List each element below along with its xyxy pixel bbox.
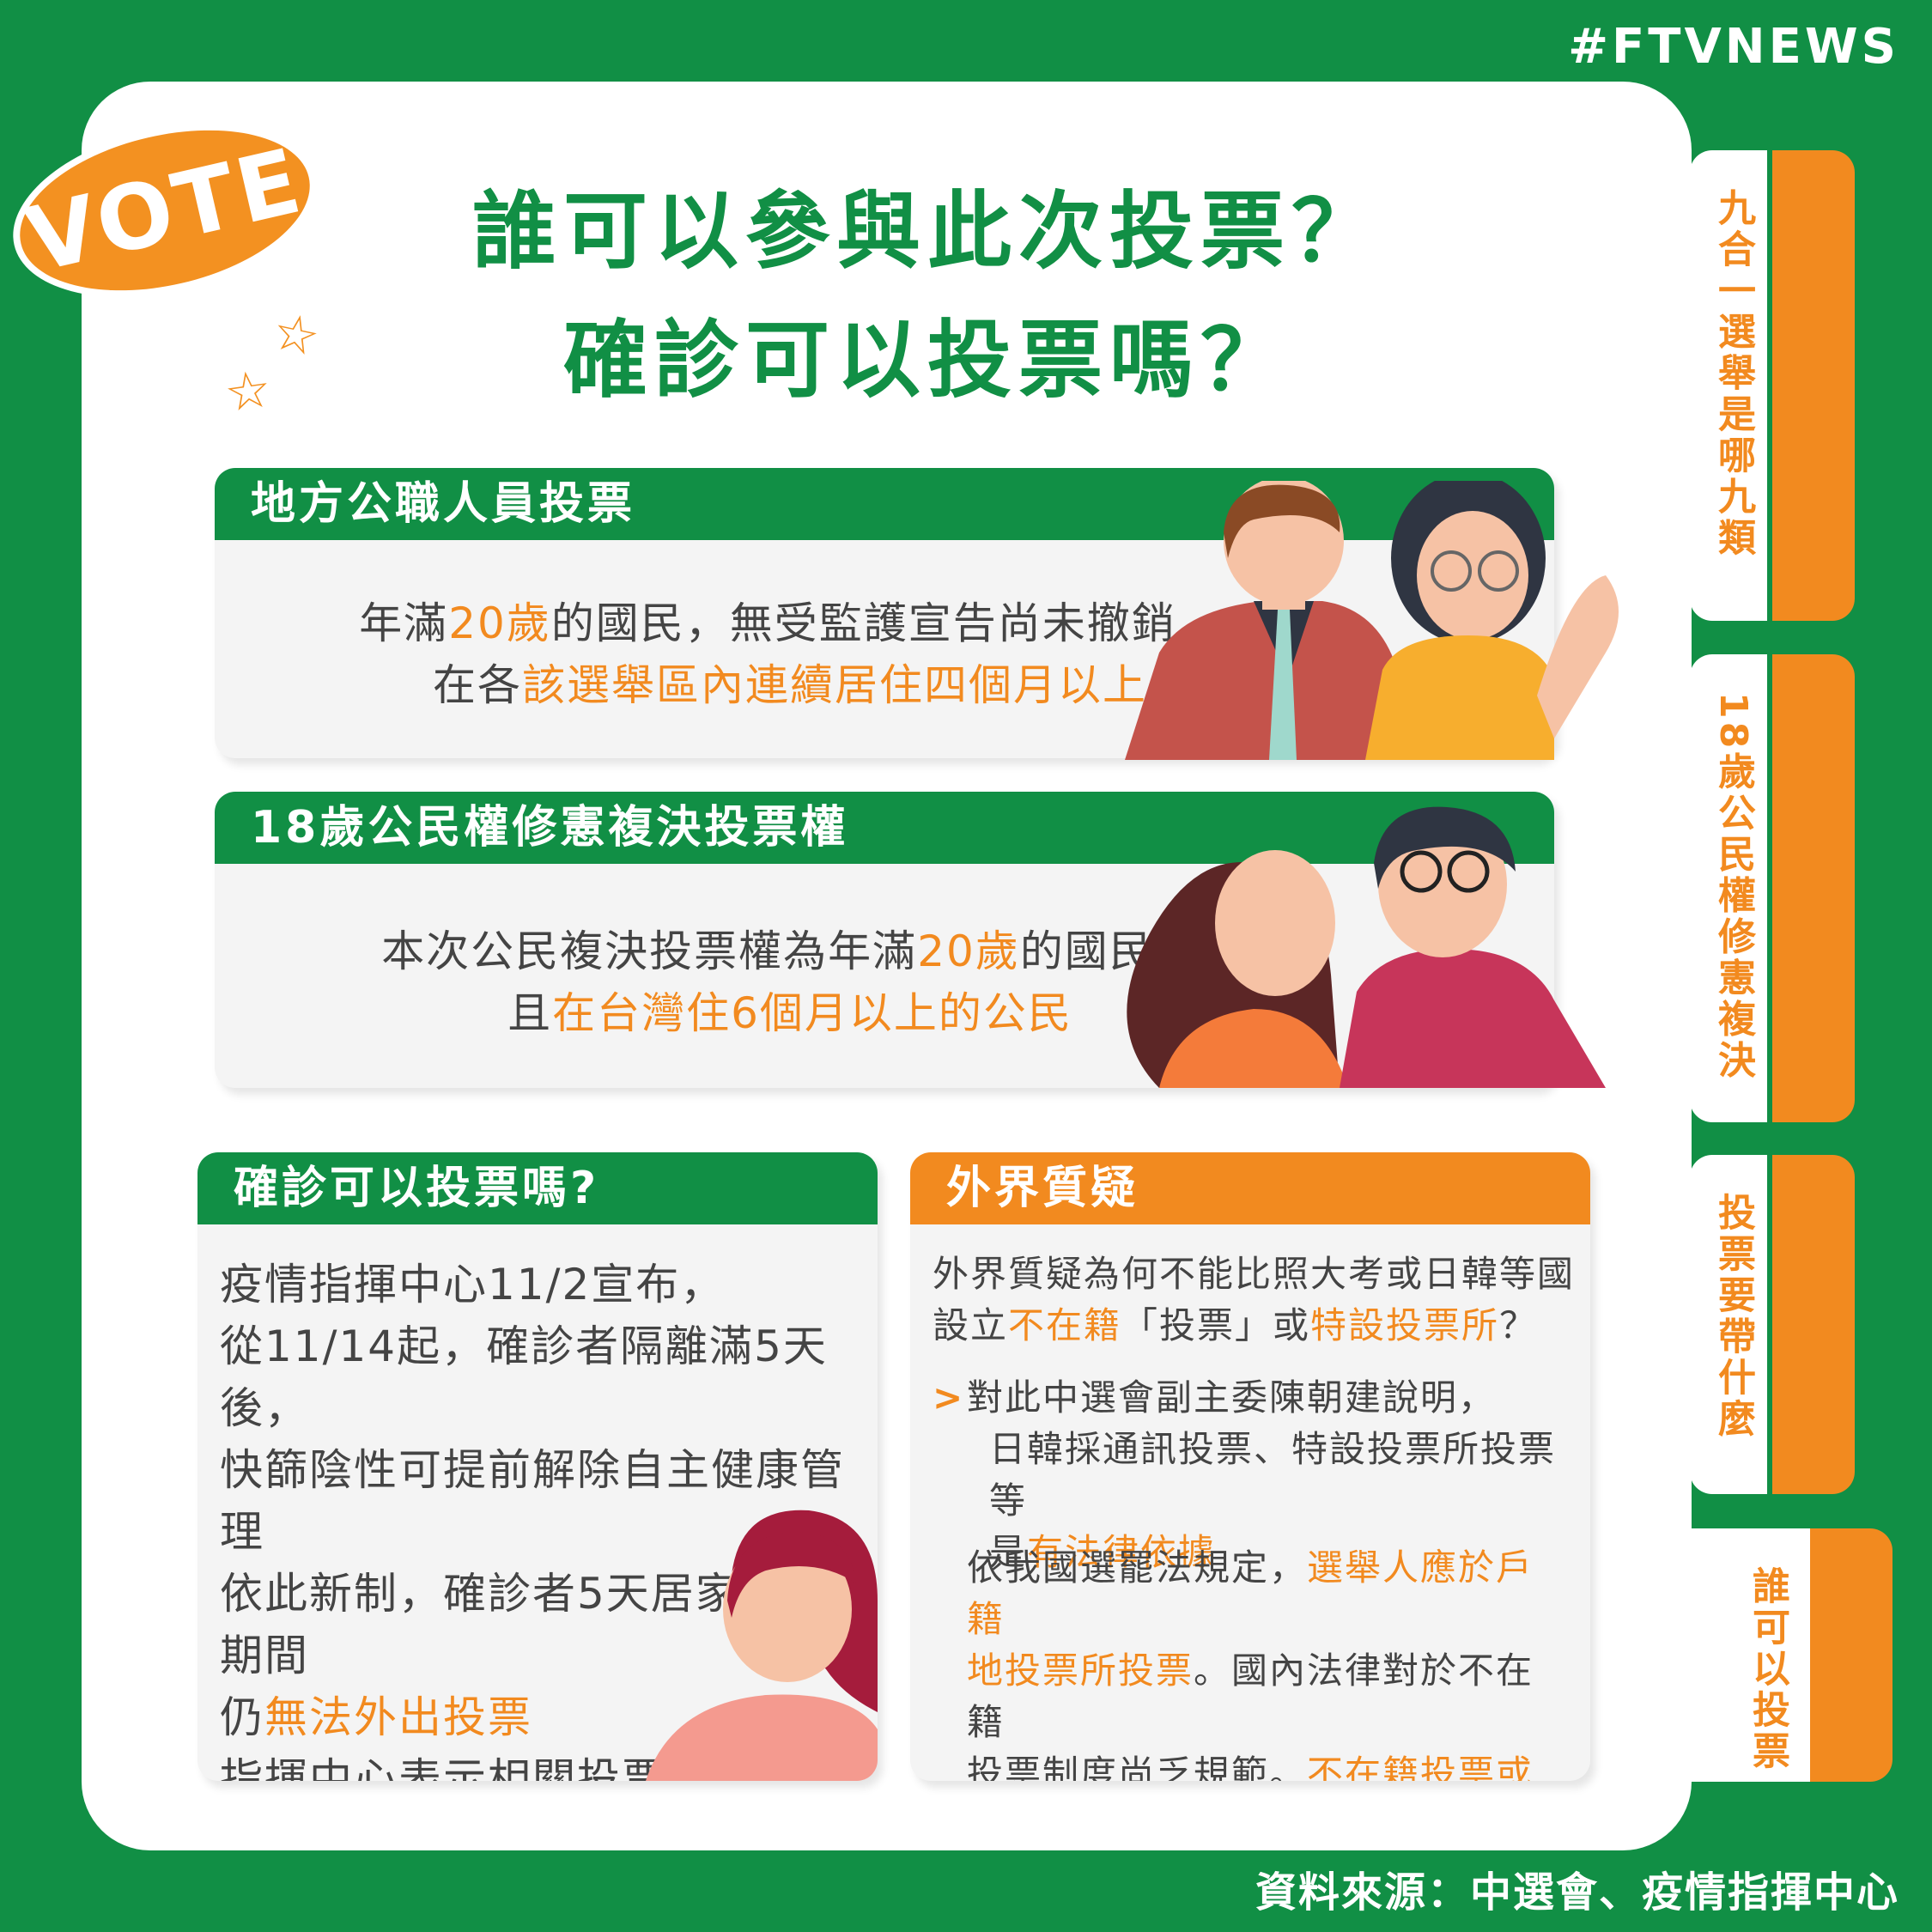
tab-face	[1690, 150, 1767, 621]
body-line: 仍無法外出投票	[220, 1686, 872, 1748]
highlight-text: 在台灣住6個月以上的公民	[552, 988, 1072, 1038]
text: 是	[989, 1531, 1028, 1573]
panel-local-election-body: 年滿20歲的國民，無受監護宣告尚未撤銷， 在各該選舉區內連續居住四個月以上	[249, 592, 1331, 716]
highlight-text: 無法外出投票	[264, 1692, 532, 1742]
highlight-text: 該選舉區內連續居住四個月以上	[522, 660, 1147, 710]
body-line: 外界質疑為何不能比照大考或日韓等國	[933, 1253, 1576, 1295]
tab-face	[1690, 654, 1767, 1122]
answer-continued: 日韓採通訊投票、特設投票所投票等 是有法律依據	[989, 1424, 1590, 1578]
title-line-2: 確診可以投票嗎？	[562, 312, 1291, 410]
text: 依我國選罷法規定，	[967, 1546, 1308, 1589]
tab-face	[1638, 1528, 1810, 1782]
body-line: 地投票所投票。國內法律對於不在籍	[967, 1645, 1568, 1748]
highlight-text: 特設投票所	[1310, 1304, 1500, 1346]
highlight-text: 有法律依據	[1027, 1531, 1217, 1573]
couple-illustration-2	[1127, 806, 1606, 1088]
text: 「投票」或	[1121, 1304, 1311, 1346]
body-line: 且在台灣住6個月以上的公民	[249, 982, 1331, 1044]
text: 在各	[433, 660, 522, 710]
highlight-text: 地投票所投票	[967, 1649, 1194, 1692]
text: 且	[507, 988, 553, 1038]
tab-referendum[interactable]: 18歲公民權修憲複決	[1690, 654, 1855, 1122]
text: 對此中選會副主委陳朝建說明，	[967, 1376, 1497, 1419]
body-line: 快篩陰性可提前解除自主健康管理	[220, 1445, 845, 1557]
tab-face	[1690, 1155, 1767, 1494]
highlight-text: 20歲	[917, 927, 1020, 976]
page-title: 誰可以參與此次投票？ 確診可以投票嗎？	[258, 167, 1597, 425]
tab-edge	[1772, 654, 1855, 1122]
body-line: 投票制度尚乏規範。不在籍投票或特	[967, 1748, 1568, 1781]
body-line: 年滿20歲的國民，無受監護宣告尚未撤銷，	[249, 592, 1331, 654]
tab-label: 投票要帶什麼	[1711, 1193, 1755, 1440]
body-line: >對此中選會副主委陳朝建說明，	[933, 1372, 1585, 1424]
body-line: 日韓採通訊投票、特設投票所投票等	[989, 1428, 1557, 1522]
text: 投票制度尚乏規範。	[967, 1753, 1308, 1781]
tab-nine-in-one[interactable]: 九合一選舉是哪九類	[1690, 150, 1855, 621]
text: 年滿	[359, 598, 449, 648]
highlight-text: 不在籍	[1008, 1304, 1122, 1346]
body-line: 疫情指揮中心11/2宣布，	[220, 1260, 726, 1309]
tab-edge	[1810, 1528, 1893, 1782]
tab-label: 九合一選舉是哪九類	[1711, 188, 1755, 559]
tab-edge	[1772, 1155, 1855, 1494]
text: ？	[1499, 1304, 1538, 1346]
question-block: 外界質疑為何不能比照大考或日韓等國 設立不在籍「投票」或特設投票所？	[933, 1249, 1577, 1352]
source-credit: 資料來源：中選會、疫情指揮中心	[1255, 1868, 1899, 1917]
highlight-text: 選舉人應於戶籍	[967, 1546, 1534, 1640]
text: 本次公民複決投票權為年滿	[381, 927, 918, 976]
panel-referendum-body: 本次公民複決投票權為年滿20歲的國民， 且在台灣住6個月以上的公民	[249, 920, 1331, 1044]
body-line: 依我國選罷法規定，選舉人應於戶籍	[967, 1542, 1568, 1645]
couple-illustration-1	[1125, 481, 1619, 760]
woman-illustration	[646, 1510, 878, 1781]
title-line-1: 誰可以參與此次投票？	[471, 183, 1382, 281]
body-line: 在各該選舉區內連續居住四個月以上	[249, 654, 1331, 716]
text: 仍	[220, 1692, 264, 1742]
panel-confirmed-cases: 確診可以投票嗎? 疫情指揮中心11/2宣布， 從11/14起，確診者隔離滿5天後…	[197, 1152, 878, 1781]
tab-label: 18歲公民權修憲複決	[1711, 692, 1755, 1082]
answer-block: >對此中選會副主委陳朝建說明， 日韓採通訊投票、特設投票所投票等 是有法律依據	[933, 1372, 1585, 1573]
body-line: 從11/14起，確診者隔離滿5天後，	[220, 1321, 828, 1433]
text: 。國內法律對於不在籍	[967, 1649, 1534, 1743]
tab-label: 誰可以投票	[1746, 1566, 1789, 1772]
law-block: 依我國選罷法規定，選舉人應於戶籍 地投票所投票。國內法律對於不在籍 投票制度尚乏…	[967, 1542, 1568, 1781]
panel-public-doubt: 外界質疑 外界質疑為何不能比照大考或日韓等國 設立不在籍「投票」或特設投票所？ …	[910, 1152, 1590, 1781]
tab-what-to-bring[interactable]: 投票要帶什麼	[1690, 1155, 1855, 1494]
text: 設立	[933, 1304, 1009, 1346]
tab-who-can-vote[interactable]: 誰可以投票	[1638, 1528, 1893, 1782]
tab-edge	[1772, 150, 1855, 621]
highlight-text: 不在籍投票或特	[1307, 1753, 1534, 1781]
panel-referendum-header: 18歲公民權修憲複決投票權	[215, 792, 1554, 864]
body-line: 是有法律依據	[989, 1527, 1590, 1578]
panel-public-doubt-header: 外界質疑	[910, 1152, 1590, 1224]
arrow-icon: >	[933, 1376, 965, 1419]
highlight-text: 20歲	[448, 598, 551, 648]
brand-logo: #FTVNEWS	[1568, 19, 1899, 75]
panel-confirmed-cases-header: 確診可以投票嗎?	[197, 1152, 878, 1224]
text: 的國民，無受監護宣告尚未撤銷，	[550, 598, 1221, 648]
body-line: 設立不在籍「投票」或特設投票所？	[933, 1300, 1577, 1352]
